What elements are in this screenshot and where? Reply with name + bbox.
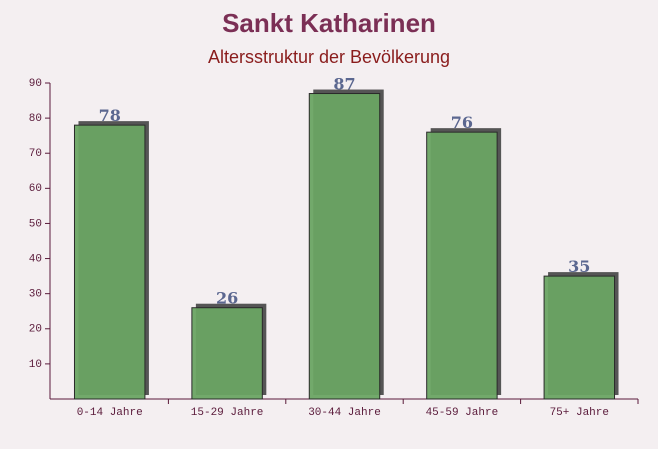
bar	[308, 93, 381, 400]
x-tick-label: 45-59 Jahre	[426, 407, 499, 419]
x-tick-label: 15-29 Jahre	[191, 407, 264, 419]
x-tick-label: 0-14 Jahre	[77, 407, 143, 419]
value-label: 26	[216, 289, 238, 308]
y-tick-label: 80	[29, 113, 42, 125]
x-tick-label: 30-44 Jahre	[308, 407, 381, 419]
y-tick-label: 70	[29, 148, 42, 160]
value-label: 76	[451, 113, 473, 132]
value-label: 35	[568, 257, 590, 276]
y-tick-label: 90	[29, 78, 42, 90]
y-tick-label: 20	[29, 324, 42, 336]
bar	[191, 307, 263, 400]
y-tick-label: 40	[29, 253, 42, 265]
value-label: 87	[333, 75, 355, 94]
chart-subtitle: Altersstruktur der Bevölkerung	[208, 47, 450, 67]
y-tick-label: 60	[29, 183, 42, 195]
chart-title: Sankt Katharinen	[222, 8, 436, 38]
y-tick-label: 10	[29, 359, 42, 371]
x-tick-label: 75+ Jahre	[550, 407, 609, 419]
bar	[543, 275, 616, 400]
bar	[73, 124, 146, 400]
y-tick-label: 50	[29, 218, 42, 230]
y-tick-label: 30	[29, 289, 42, 301]
value-label: 78	[99, 106, 121, 125]
bar	[426, 131, 498, 400]
